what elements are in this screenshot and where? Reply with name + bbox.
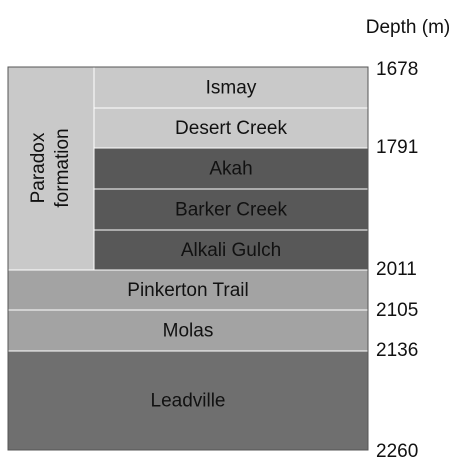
unit-label: Leadville — [151, 391, 226, 412]
unit-label: Akah — [209, 159, 252, 180]
unit-box — [93, 188, 369, 231]
group-label-line: Paradox — [28, 132, 49, 203]
unit-label: Barker Creek — [175, 200, 287, 221]
unit-box — [7, 269, 369, 311]
depth-label: 1678 — [376, 59, 418, 80]
depth-label: 2011 — [376, 259, 417, 280]
group-label: Paradox formation — [28, 128, 73, 207]
unit-label: Alkali Gulch — [181, 240, 281, 261]
unit-box — [93, 66, 369, 109]
depth-header: Depth (m) — [366, 17, 450, 38]
unit-box — [93, 229, 369, 271]
depth-label: 2260 — [376, 441, 418, 460]
unit-label: Molas — [163, 321, 214, 342]
depth-label: 2136 — [376, 340, 418, 361]
group-label-line: formation — [52, 128, 73, 207]
unit-label: Pinkerton Trail — [127, 280, 248, 301]
group-box — [7, 66, 95, 271]
unit-box — [93, 147, 369, 190]
depth-label: 1791 — [376, 137, 418, 158]
outline — [7, 66, 369, 451]
unit-label: Ismay — [206, 78, 257, 99]
unit-label: Desert Creek — [175, 118, 287, 139]
depth-label: 2105 — [376, 300, 418, 321]
